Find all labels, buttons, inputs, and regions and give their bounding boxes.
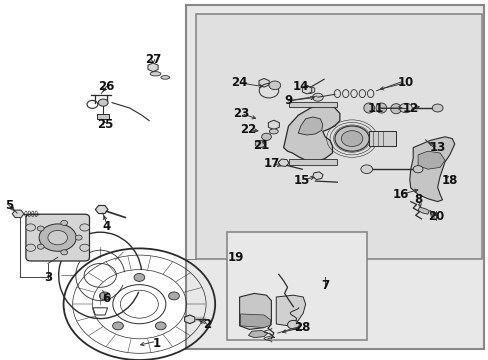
Circle shape xyxy=(61,220,67,225)
Polygon shape xyxy=(409,137,454,202)
Text: 23: 23 xyxy=(232,107,249,120)
Circle shape xyxy=(360,165,372,174)
Bar xyxy=(185,5,483,349)
Bar xyxy=(195,14,481,259)
Circle shape xyxy=(287,320,299,329)
Circle shape xyxy=(39,224,76,251)
Circle shape xyxy=(412,166,422,173)
Ellipse shape xyxy=(269,129,278,134)
Text: 18: 18 xyxy=(441,174,457,186)
Text: 25: 25 xyxy=(97,118,113,131)
Ellipse shape xyxy=(150,72,161,76)
Circle shape xyxy=(26,224,36,231)
Circle shape xyxy=(80,244,89,251)
Text: 3: 3 xyxy=(44,271,52,284)
Polygon shape xyxy=(276,295,305,326)
Text: 16: 16 xyxy=(392,188,408,201)
Bar xyxy=(97,114,109,119)
Circle shape xyxy=(341,131,362,147)
Circle shape xyxy=(134,274,144,282)
Text: 4: 4 xyxy=(102,220,110,233)
Text: 20: 20 xyxy=(427,210,444,222)
Bar xyxy=(288,159,337,165)
Circle shape xyxy=(334,126,368,151)
Text: 6: 6 xyxy=(102,292,110,305)
Ellipse shape xyxy=(161,76,169,79)
Circle shape xyxy=(99,292,110,300)
Polygon shape xyxy=(298,117,322,135)
Polygon shape xyxy=(417,151,444,169)
Text: 8: 8 xyxy=(414,193,422,206)
Circle shape xyxy=(261,133,271,140)
Text: 1: 1 xyxy=(152,337,160,350)
Text: 2: 2 xyxy=(203,318,211,331)
Circle shape xyxy=(255,140,264,148)
FancyBboxPatch shape xyxy=(26,214,89,261)
Circle shape xyxy=(26,244,36,251)
Text: 24: 24 xyxy=(231,76,247,89)
Circle shape xyxy=(48,230,67,245)
Text: 11: 11 xyxy=(366,102,383,114)
Ellipse shape xyxy=(363,103,374,113)
Text: 12: 12 xyxy=(402,102,418,114)
Text: 19: 19 xyxy=(227,251,244,264)
Text: 10: 10 xyxy=(397,76,413,89)
Text: 15: 15 xyxy=(293,174,310,186)
Circle shape xyxy=(431,104,442,112)
Circle shape xyxy=(399,103,411,113)
Bar xyxy=(288,102,337,107)
Polygon shape xyxy=(417,207,428,214)
Circle shape xyxy=(75,235,82,240)
Circle shape xyxy=(98,99,108,106)
Text: 21: 21 xyxy=(253,139,269,152)
Ellipse shape xyxy=(390,104,401,114)
Ellipse shape xyxy=(375,103,386,113)
Text: 17: 17 xyxy=(263,157,279,170)
Circle shape xyxy=(155,322,166,330)
Text: 27: 27 xyxy=(144,53,161,66)
Circle shape xyxy=(112,322,123,330)
Text: 13: 13 xyxy=(428,141,445,154)
Circle shape xyxy=(61,250,67,255)
Text: 22: 22 xyxy=(240,123,256,136)
Text: 14: 14 xyxy=(292,80,308,93)
Text: 5: 5 xyxy=(5,199,13,212)
Bar xyxy=(368,131,395,146)
Circle shape xyxy=(268,81,280,90)
Circle shape xyxy=(312,93,323,101)
Text: 9: 9 xyxy=(284,94,292,107)
Text: 7: 7 xyxy=(321,279,328,292)
Circle shape xyxy=(37,226,44,231)
Circle shape xyxy=(168,292,179,300)
Polygon shape xyxy=(239,293,271,329)
Text: 28: 28 xyxy=(293,321,310,334)
Polygon shape xyxy=(248,330,267,338)
Polygon shape xyxy=(240,314,270,328)
Circle shape xyxy=(80,224,89,231)
Polygon shape xyxy=(283,104,339,162)
Circle shape xyxy=(37,244,44,249)
Text: 26: 26 xyxy=(98,80,115,93)
Bar xyxy=(227,232,366,340)
